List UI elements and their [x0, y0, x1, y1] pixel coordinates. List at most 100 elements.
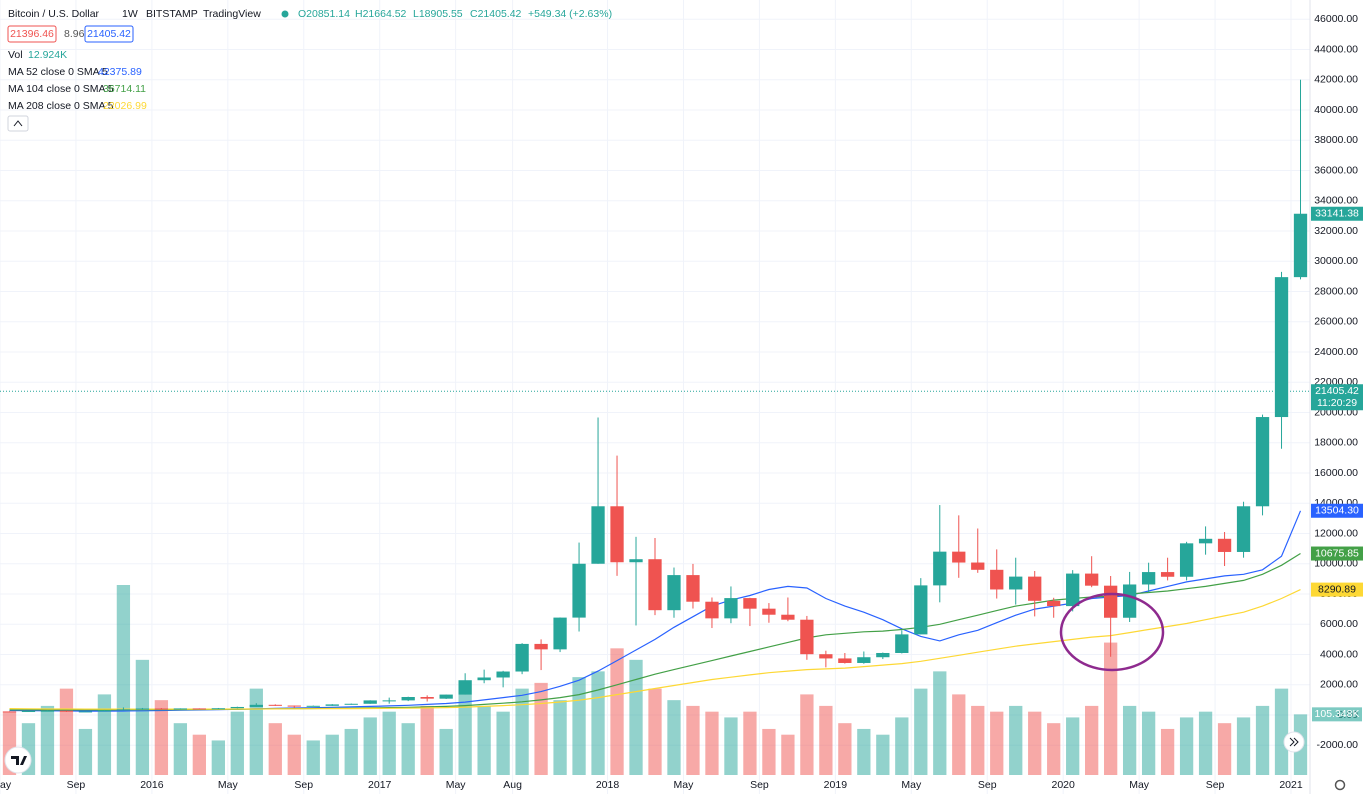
volume-bar [572, 677, 586, 775]
candle-body [192, 708, 206, 710]
volume-bar [1066, 717, 1080, 775]
y-tick-label: 44000.00 [1314, 43, 1358, 55]
ohlc-close: C21405.42 [470, 8, 522, 20]
ohlc-low: L18905.55 [413, 8, 463, 20]
bid: 21396.46 [10, 28, 54, 40]
y-tick-label: 2000.00 [1320, 679, 1358, 691]
volume-bar [553, 700, 567, 775]
candle-body [2, 711, 17, 713]
scroll-button[interactable] [1283, 731, 1305, 753]
settings-icon[interactable] [1334, 779, 1346, 791]
candle-layer [2, 79, 1308, 713]
candle-body [496, 671, 510, 678]
y-tick-label: 26000.00 [1314, 316, 1358, 328]
candle-body [1255, 417, 1270, 507]
ohlc-open: O20851.14 [298, 8, 350, 20]
volume-bar [838, 723, 852, 775]
candle-body [97, 710, 112, 712]
legend: Bitcoin / U.S. Dollar 1W BITSTAMP Tradin… [7, 8, 612, 132]
candle-body [914, 585, 928, 635]
volume-bar [762, 728, 776, 775]
volume-bar [686, 705, 700, 775]
volume-bar [914, 688, 928, 775]
candle-body [1122, 584, 1137, 618]
candle-body [1104, 585, 1118, 618]
volume-bar [458, 694, 472, 775]
candle-body [762, 608, 776, 615]
price-tag-label: 8290.89 [1318, 583, 1356, 595]
collapse-icon [13, 120, 23, 127]
volume-bar [952, 694, 966, 775]
ask-box[interactable] [84, 25, 134, 43]
x-tick-label: 2021 [1279, 779, 1303, 791]
price-tag-box [1311, 503, 1363, 518]
collapse-button[interactable] [7, 115, 29, 132]
candle-body [78, 711, 93, 713]
candle-body [1274, 277, 1289, 418]
exchange: BITSTAMP [146, 8, 198, 20]
price-tag-box [1311, 582, 1363, 597]
y-tick-label: 38000.00 [1314, 134, 1358, 146]
logo-mark [11, 756, 27, 765]
candle-body [249, 704, 263, 707]
candle-body [591, 506, 605, 564]
y-tick-label: 4000.00 [1320, 648, 1358, 660]
volume-bar [363, 717, 377, 775]
candle-body [952, 551, 966, 563]
y-tick-label: 46000.00 [1314, 13, 1358, 25]
candle-body [325, 704, 339, 706]
candle-body [268, 704, 282, 706]
candle-body [838, 658, 852, 663]
candle-body [648, 559, 662, 611]
price-tag-box [1311, 206, 1363, 221]
candle-body [1141, 572, 1156, 585]
volume-bar [933, 671, 947, 775]
candle-body [458, 680, 472, 695]
status-dot [281, 10, 289, 18]
volume-bar [1179, 717, 1194, 775]
volume-layer [2, 585, 1308, 775]
y-tick-label: 42000.00 [1314, 74, 1358, 86]
volume-bar [325, 734, 339, 775]
volume-bar [1104, 642, 1118, 775]
ma-legend-name: MA 104 close 0 SMA 5 [8, 83, 114, 95]
candle-body [439, 694, 453, 699]
interval: 1W [122, 8, 138, 20]
bid-box[interactable] [7, 25, 57, 43]
candle-body [420, 697, 434, 699]
volume-bar [496, 711, 510, 775]
scroll-icon [1289, 737, 1299, 747]
candle-body [534, 643, 548, 650]
volume-bar [116, 585, 131, 775]
candle-body [686, 575, 700, 602]
candle-body [610, 506, 624, 563]
candle-body [1217, 538, 1232, 552]
volume-bar [477, 705, 491, 775]
candle-body [154, 708, 169, 710]
candle-body [1160, 572, 1175, 577]
candle-body [40, 710, 55, 712]
y-tick-label: 34000.00 [1314, 195, 1358, 207]
source: TradingView [203, 8, 261, 20]
y-tick-label: 16000.00 [1314, 467, 1358, 479]
volume-bar [743, 711, 757, 775]
volume-bar [895, 717, 909, 775]
price-tag-label: 33141.38 [1315, 208, 1359, 220]
candle-body [1293, 213, 1308, 278]
candle-body [477, 677, 491, 681]
volume-bar [724, 717, 738, 775]
symbol: Bitcoin / U.S. Dollar [8, 8, 100, 20]
highlight-circle [1059, 592, 1165, 672]
candle-body [135, 708, 150, 710]
volume-bar [591, 671, 605, 775]
y-tick-label: 18000.00 [1314, 437, 1358, 449]
candle-body [306, 705, 320, 707]
y-tick-label: 12000.00 [1314, 527, 1358, 539]
ohlc-change: +549.34 (+2.63%) [528, 8, 612, 20]
x-tick-label: Sep [294, 779, 313, 791]
volume-bar [990, 711, 1004, 775]
x-tick-label: 2016 [140, 779, 164, 791]
ma-legend-value: 22026.99 [103, 100, 147, 112]
candle-body [705, 601, 719, 619]
